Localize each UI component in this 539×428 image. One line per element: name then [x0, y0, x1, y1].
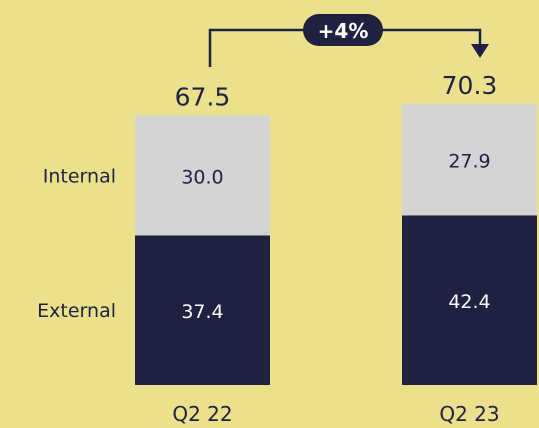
change-badge [303, 14, 383, 46]
bar-segment-internal [135, 115, 270, 236]
data-label-external: 42.4 [448, 291, 490, 313]
bar-segment-external [135, 235, 270, 385]
data-label-internal: 30.0 [181, 166, 223, 188]
total-label: 70.3 [442, 71, 498, 100]
bar-segment-external [402, 215, 537, 385]
x-tick-label: Q2 22 [172, 402, 232, 426]
data-label-internal: 27.9 [448, 151, 490, 173]
bars-group: 37.4 30.0 67.5 Q2 22 Internal External 42.4 27.… [37, 71, 537, 426]
data-label-external: 37.4 [181, 301, 223, 323]
x-tick-label: Q2 23 [439, 402, 499, 426]
total-label: 67.5 [175, 82, 231, 111]
legend-label-external: External [37, 300, 116, 322]
bar-segment-internal [402, 103, 537, 216]
change-badge-label: +4% [318, 19, 369, 43]
change-arrowhead-icon [471, 44, 489, 58]
legend-label-internal: Internal [43, 165, 116, 187]
